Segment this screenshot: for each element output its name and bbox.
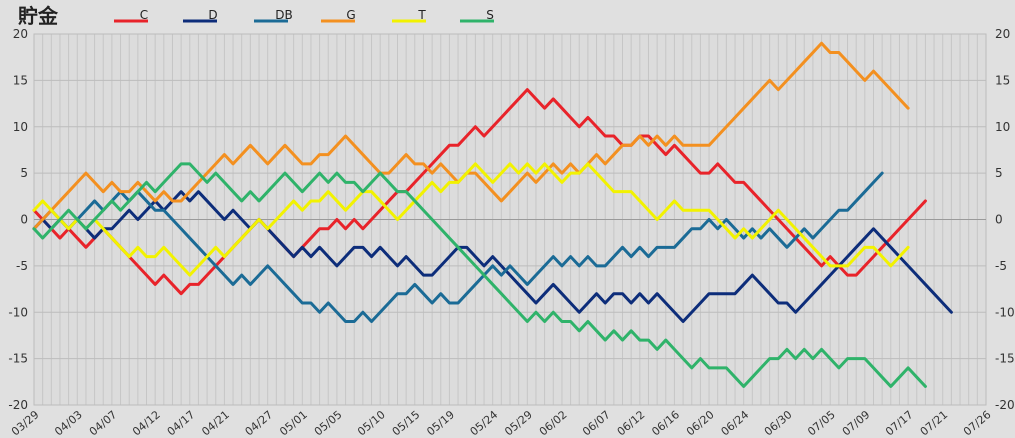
y-tick-label-left: 20: [13, 27, 28, 41]
x-tick-label: 06/20: [684, 408, 717, 438]
x-tick-label: 05/19: [424, 408, 457, 438]
series-line-db: [32, 171, 884, 324]
legend-label-t: T: [417, 8, 426, 22]
y-tick-label-right: -15: [995, 352, 1015, 366]
y-axis-right: -20 -15 -10 -5 0 5 10 15 20: [995, 27, 1015, 412]
x-tick-label: 06/24: [719, 408, 752, 438]
y-tick-label-left: 15: [13, 73, 28, 87]
y-tick-label-left: -15: [8, 352, 28, 366]
grid: [33, 33, 987, 406]
x-tick-label: 04/27: [243, 408, 276, 438]
y-tick-label-left: 0: [20, 213, 28, 227]
legend-label-d: D: [208, 8, 217, 22]
y-tick-label-left: -20: [8, 398, 28, 412]
y-tick-label-left: 5: [20, 166, 28, 180]
legend: C D DB G T S: [114, 8, 494, 23]
series-line-t: [32, 162, 910, 277]
x-tick-label: 05/29: [502, 408, 535, 438]
series-line-g: [32, 41, 910, 231]
x-tick-label: 05/24: [468, 408, 501, 438]
y-tick-label-left: 10: [13, 120, 28, 134]
x-tick-label: 04/03: [52, 408, 85, 438]
x-axis: 03/29 04/03 04/07 04/12 04/17 04/21 04/27 05/01…: [9, 408, 994, 438]
x-tick-label: 07/21: [918, 408, 951, 438]
x-tick-label: 03/29: [9, 408, 42, 438]
y-axis-left: -20 -15 -10 -5 0 5 10 15 20: [8, 27, 28, 412]
series-line-d: [32, 190, 953, 324]
y-tick-label-right: -20: [995, 398, 1015, 412]
x-tick-label: 07/26: [961, 408, 994, 438]
x-tick-label: 04/17: [165, 408, 198, 438]
y-tick-label-right: 0: [995, 213, 1003, 227]
x-tick-label: 06/07: [580, 408, 613, 438]
legend-label-c: C: [140, 8, 148, 22]
y-tick-label-right: 15: [995, 73, 1010, 87]
x-tick-label: 06/02: [537, 408, 570, 438]
series-line-s: [32, 162, 927, 388]
y-tick-label-right: -10: [995, 305, 1015, 319]
legend-label-db: DB: [275, 8, 292, 22]
x-tick-label: 06/30: [762, 408, 795, 438]
x-tick-label: 06/16: [649, 408, 682, 438]
x-tick-label: 06/12: [615, 408, 648, 438]
y-tick-label-left: -10: [8, 305, 28, 319]
y-tick-label-right: 20: [995, 27, 1010, 41]
y-tick-label-left: -5: [16, 259, 28, 273]
x-tick-label: 05/01: [277, 408, 310, 438]
x-tick-label: 04/07: [87, 408, 120, 438]
x-tick-label: 07/05: [805, 408, 838, 438]
x-tick-label: 07/17: [883, 408, 916, 438]
x-tick-label: 07/09: [840, 408, 873, 438]
x-tick-label: 04/12: [130, 408, 163, 438]
y-tick-label-right: 10: [995, 120, 1010, 134]
series-lines: [32, 41, 953, 388]
legend-label-g: G: [346, 8, 355, 22]
series-line-c: [32, 88, 927, 296]
chart-title: 貯金: [18, 4, 59, 28]
x-tick-label: 05/15: [390, 408, 423, 438]
legend-label-s: S: [486, 8, 494, 22]
y-tick-label-right: 5: [995, 166, 1003, 180]
x-tick-label: 05/05: [312, 408, 345, 438]
x-tick-label: 04/21: [199, 408, 232, 438]
x-tick-label: 05/10: [355, 408, 388, 438]
y-tick-label-right: -5: [995, 259, 1007, 273]
